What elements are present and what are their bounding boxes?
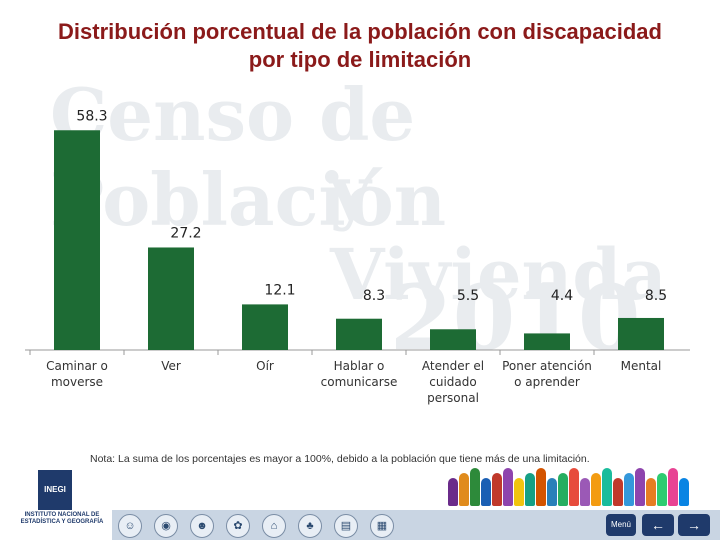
person-icon bbox=[613, 478, 623, 506]
bar-3 bbox=[336, 318, 382, 350]
people-banner bbox=[448, 466, 718, 506]
value-label-2: 12.1 bbox=[264, 282, 295, 298]
person-icon bbox=[580, 478, 590, 506]
tree-icon[interactable]: ♣ bbox=[298, 514, 322, 538]
category-label-1: Ver bbox=[161, 359, 181, 373]
person-icon bbox=[668, 468, 678, 506]
globe-icon[interactable]: ◉ bbox=[154, 514, 178, 538]
person-icon bbox=[657, 473, 667, 506]
value-label-0: 58.3 bbox=[76, 108, 107, 124]
person-icon bbox=[624, 473, 634, 506]
value-label-6: 8.5 bbox=[645, 288, 667, 304]
title-line-2: por tipo de limitación bbox=[248, 47, 472, 72]
book-icon[interactable]: ▦ bbox=[370, 514, 394, 538]
menu-button[interactable]: Menú bbox=[606, 514, 636, 536]
chart-note: Nota: La suma de los porcentajes es mayo… bbox=[90, 453, 590, 465]
bar-5 bbox=[524, 333, 570, 350]
person-icon bbox=[558, 473, 568, 506]
chart-title: Distribución porcentual de la población … bbox=[0, 18, 720, 74]
category-label-2: Oír bbox=[256, 359, 274, 373]
person-icon bbox=[492, 473, 502, 506]
person-icon bbox=[459, 473, 469, 506]
person-icon bbox=[602, 468, 612, 506]
person-icon bbox=[470, 468, 480, 506]
person-icon bbox=[679, 478, 689, 506]
category-label-0: Caminar o moverse bbox=[46, 359, 108, 389]
category-label-3: Hablar o comunicarse bbox=[321, 359, 398, 389]
bar-0 bbox=[54, 130, 100, 350]
person-icon bbox=[635, 468, 645, 506]
bar-4 bbox=[430, 329, 476, 350]
person-icon bbox=[591, 473, 601, 506]
bar-2 bbox=[242, 304, 288, 350]
value-label-3: 8.3 bbox=[363, 288, 385, 304]
value-label-1: 27.2 bbox=[170, 225, 201, 241]
value-label-5: 4.4 bbox=[551, 288, 573, 304]
footer: INEGI INSTITUTO NACIONAL DE ESTADÍSTICA … bbox=[0, 462, 720, 540]
category-label-6: Mental bbox=[621, 359, 662, 373]
map-icon[interactable]: ✿ bbox=[226, 514, 250, 538]
person-icon bbox=[525, 473, 535, 506]
value-label-4: 5.5 bbox=[457, 288, 479, 304]
title-line-1: Distribución porcentual de la población … bbox=[58, 19, 662, 44]
person-icon bbox=[481, 478, 491, 506]
category-label-4: Atender el cuidado personal bbox=[422, 359, 484, 405]
chart-icon[interactable]: ▤ bbox=[334, 514, 358, 538]
person-icon[interactable]: ☺ bbox=[118, 514, 142, 538]
house-icon[interactable]: ⌂ bbox=[262, 514, 286, 538]
arrow-left-icon[interactable]: ← bbox=[642, 514, 674, 536]
institute-name: INSTITUTO NACIONAL DE ESTADÍSTICA Y GEOG… bbox=[20, 512, 104, 525]
person-icon bbox=[448, 478, 458, 506]
person-icon bbox=[514, 478, 524, 506]
nav-icons: ☺ ◉ ☻ ✿ ⌂ ♣ ▤ ▦ bbox=[118, 514, 394, 538]
bar-1 bbox=[148, 247, 194, 350]
person-icon bbox=[646, 478, 656, 506]
inegi-logo[interactable]: INEGI bbox=[38, 470, 72, 510]
person-icon bbox=[569, 468, 579, 506]
person-icon bbox=[536, 468, 546, 506]
bar-chart: 58.3 Caminar o moverse 27.2 Ver 12.1 Oír 8.3 Hab… bbox=[25, 108, 690, 405]
person-icon bbox=[547, 478, 557, 506]
bar-6 bbox=[618, 317, 664, 350]
person-icon bbox=[503, 468, 513, 506]
category-label-5: Poner atención o aprender bbox=[502, 359, 592, 389]
arrow-right-icon[interactable]: → bbox=[678, 514, 710, 536]
people-icon[interactable]: ☻ bbox=[190, 514, 214, 538]
